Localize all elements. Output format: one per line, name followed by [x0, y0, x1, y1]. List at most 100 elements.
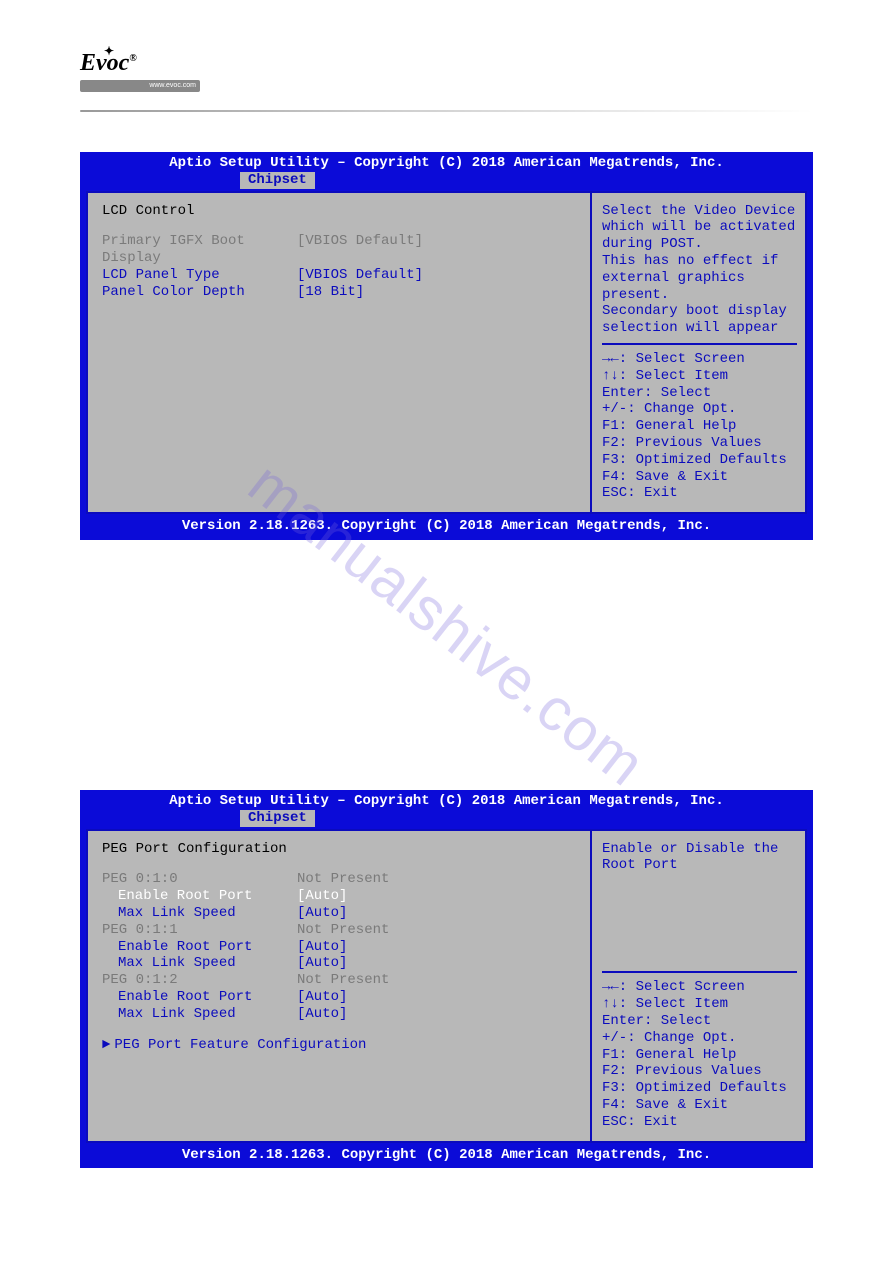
setting-value: Not Present — [297, 972, 580, 989]
setting-value — [297, 250, 580, 267]
bios-footer: Version 2.18.1263. Copyright (C) 2018 Am… — [80, 514, 813, 540]
nav-f2: F2: Previous Values — [602, 435, 797, 452]
nav-f3: F3: Optimized Defaults — [602, 1080, 797, 1097]
setting-row: PEG 0:1:0Not Present — [102, 871, 580, 888]
help-line: during POST. — [602, 236, 797, 253]
help-line: Root Port — [602, 857, 797, 874]
nav-select-screen: →←: Select Screen — [602, 351, 797, 368]
bios-body: LCD Control Primary IGFX Boot[VBIOS Defa… — [86, 191, 807, 515]
setting-value: [Auto] — [297, 939, 580, 956]
setting-row: PEG 0:1:1Not Present — [102, 922, 580, 939]
nav-enter: Enter: Select — [602, 1013, 797, 1030]
setting-row[interactable]: Enable Root Port[Auto] — [102, 989, 580, 1006]
setting-value: [Auto] — [297, 989, 580, 1006]
nav-esc: ESC: Exit — [602, 485, 797, 502]
setting-value: Not Present — [297, 871, 580, 888]
setting-value: [VBIOS Default] — [297, 267, 580, 284]
setting-label: Display — [102, 250, 297, 267]
setting-row[interactable]: Max Link Speed[Auto] — [102, 955, 580, 972]
nav-select-screen: →←: Select Screen — [602, 979, 797, 996]
help-line: Enable or Disable the — [602, 841, 797, 858]
submenu-label: PEG Port Feature Configuration — [114, 1037, 366, 1054]
setting-label: Panel Color Depth — [102, 284, 297, 301]
help-line: present. — [602, 287, 797, 304]
nav-change-opt: +/-: Change Opt. — [602, 1030, 797, 1047]
setting-row[interactable]: Enable Root Port[Auto] — [102, 888, 580, 905]
bios-help-pane: Enable or Disable theRoot Port →←: Selec… — [590, 831, 805, 1141]
help-line: which will be activated — [602, 219, 797, 236]
evoc-logo: ✦ Evoc® — [80, 50, 137, 77]
nav-esc: ESC: Exit — [602, 1114, 797, 1131]
bios-help-pane: Select the Video Devicewhich will be act… — [590, 193, 805, 513]
setting-value: Not Present — [297, 922, 580, 939]
nav-enter: Enter: Select — [602, 385, 797, 402]
bios-title: Aptio Setup Utility – Copyright (C) 2018… — [80, 152, 813, 172]
setting-value: [Auto] — [297, 1006, 580, 1023]
tab-chipset[interactable]: Chipset — [240, 810, 315, 827]
help-line: Secondary boot display — [602, 303, 797, 320]
logo-header: ✦ Evoc® www.evoc.com — [80, 50, 813, 100]
help-text: Select the Video Devicewhich will be act… — [602, 203, 797, 337]
setting-value: [Auto] — [297, 888, 580, 905]
nav-f1: F1: General Help — [602, 1047, 797, 1064]
setting-value: [Auto] — [297, 955, 580, 972]
bios-title: Aptio Setup Utility – Copyright (C) 2018… — [80, 790, 813, 810]
setting-label: Primary IGFX Boot — [102, 233, 297, 250]
setting-value: [Auto] — [297, 905, 580, 922]
bios-body: PEG Port Configuration PEG 0:1:0Not Pres… — [86, 829, 807, 1143]
bios-screen-1: Aptio Setup Utility – Copyright (C) 2018… — [80, 152, 813, 540]
setting-row[interactable]: Enable Root Port[Auto] — [102, 939, 580, 956]
submenu-peg-feature[interactable]: ► PEG Port Feature Configuration — [102, 1037, 580, 1054]
setting-label: Enable Root Port — [102, 939, 297, 956]
nav-f4: F4: Save & Exit — [602, 1097, 797, 1114]
nav-hints: →←: Select Screen ↑↓: Select Item Enter:… — [602, 351, 797, 502]
nav-f3: F3: Optimized Defaults — [602, 452, 797, 469]
help-line: external graphics — [602, 270, 797, 287]
help-line: This has no effect if — [602, 253, 797, 270]
tab-chipset[interactable]: Chipset — [240, 172, 315, 189]
help-line: selection will appear — [602, 320, 797, 337]
bios-tabrow: Chipset — [80, 172, 813, 191]
setting-value: [18 Bit] — [297, 284, 580, 301]
nav-select-item: ↑↓: Select Item — [602, 368, 797, 385]
nav-f2: F2: Previous Values — [602, 1063, 797, 1080]
setting-label: Enable Root Port — [102, 888, 297, 905]
setting-row: Primary IGFX Boot[VBIOS Default] — [102, 233, 580, 250]
nav-change-opt: +/-: Change Opt. — [602, 401, 797, 418]
logo-url: www.evoc.com — [80, 80, 200, 92]
setting-label: PEG 0:1:2 — [102, 972, 297, 989]
bios-tabrow: Chipset — [80, 810, 813, 829]
setting-label: LCD Panel Type — [102, 267, 297, 284]
header-divider — [80, 110, 813, 112]
setting-row[interactable]: Max Link Speed[Auto] — [102, 1006, 580, 1023]
setting-label: Max Link Speed — [102, 955, 297, 972]
section-title: LCD Control — [102, 203, 580, 220]
nav-f4: F4: Save & Exit — [602, 469, 797, 486]
bios-screen-2: Aptio Setup Utility – Copyright (C) 2018… — [80, 790, 813, 1168]
setting-label: Max Link Speed — [102, 1006, 297, 1023]
setting-row[interactable]: Max Link Speed[Auto] — [102, 905, 580, 922]
section-title: PEG Port Configuration — [102, 841, 580, 858]
help-divider — [602, 971, 797, 973]
bios-left-pane: LCD Control Primary IGFX Boot[VBIOS Defa… — [88, 193, 590, 513]
setting-label: PEG 0:1:0 — [102, 871, 297, 888]
help-line: Select the Video Device — [602, 203, 797, 220]
help-divider — [602, 343, 797, 345]
registered-icon: ® — [129, 53, 136, 64]
setting-row: PEG 0:1:2Not Present — [102, 972, 580, 989]
nav-select-item: ↑↓: Select Item — [602, 996, 797, 1013]
setting-label: PEG 0:1:1 — [102, 922, 297, 939]
nav-f1: F1: General Help — [602, 418, 797, 435]
setting-row[interactable]: LCD Panel Type[VBIOS Default] — [102, 267, 580, 284]
bios-footer: Version 2.18.1263. Copyright (C) 2018 Am… — [80, 1143, 813, 1169]
setting-label: Enable Root Port — [102, 989, 297, 1006]
bios-left-pane: PEG Port Configuration PEG 0:1:0Not Pres… — [88, 831, 590, 1141]
help-text: Enable or Disable theRoot Port — [602, 841, 797, 966]
setting-row: Display — [102, 250, 580, 267]
setting-row[interactable]: Panel Color Depth[18 Bit] — [102, 284, 580, 301]
spark-icon: ✦ — [104, 44, 114, 59]
setting-label: Max Link Speed — [102, 905, 297, 922]
triangle-right-icon: ► — [102, 1037, 110, 1054]
nav-hints: →←: Select Screen ↑↓: Select Item Enter:… — [602, 979, 797, 1130]
setting-value: [VBIOS Default] — [297, 233, 580, 250]
